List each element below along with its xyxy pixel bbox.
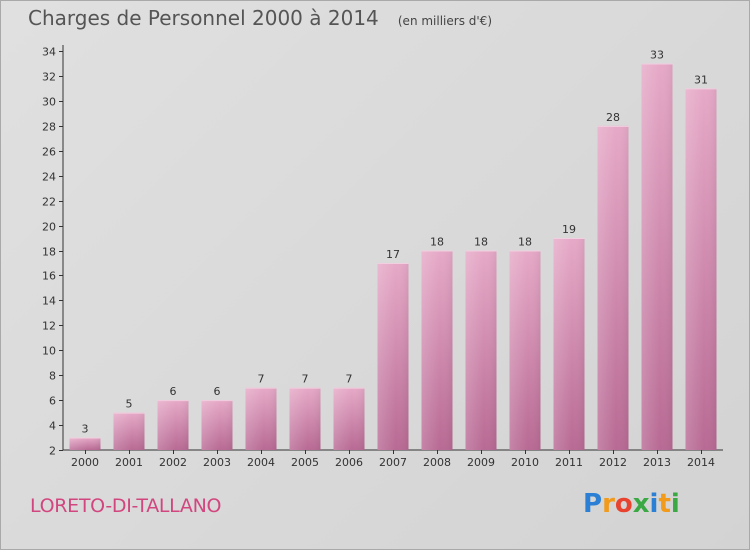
bars <box>69 63 717 450</box>
x-tick-label: 2005 <box>291 456 319 469</box>
logo-letter: o <box>614 489 633 519</box>
title-row: Charges de Personnel 2000 à 2014 (en mil… <box>28 6 492 30</box>
y-tick-label: 4 <box>49 420 56 433</box>
y-tick-label: 14 <box>42 295 56 308</box>
bar-shade-2012 <box>597 125 629 450</box>
logo-letter: x <box>632 489 650 519</box>
data-label-2009: 18 <box>474 236 488 249</box>
x-tick-label: 2006 <box>335 456 363 469</box>
y-tick-label: 10 <box>42 345 56 358</box>
y-tick-label: 20 <box>42 221 56 234</box>
proxiti-logo: Proxiti <box>583 489 680 519</box>
data-label-2001: 5 <box>126 398 133 411</box>
data-label-2013: 33 <box>650 48 664 61</box>
y-tick-label: 28 <box>42 121 56 134</box>
x-tick-label: 2002 <box>159 456 187 469</box>
logo-letter: i <box>649 489 659 519</box>
logo-letter: r <box>602 489 615 519</box>
data-label-2011: 19 <box>562 223 576 236</box>
data-label-2004: 7 <box>258 373 265 386</box>
bar-shade-2009 <box>465 250 497 450</box>
y-tick-label: 16 <box>42 270 56 283</box>
data-label-2006: 7 <box>346 373 353 386</box>
data-label-2007: 17 <box>386 248 400 261</box>
y-tick-label: 30 <box>42 96 56 109</box>
data-label-2010: 18 <box>518 236 532 249</box>
data-label-2002: 6 <box>170 385 177 398</box>
x-tick-label: 2011 <box>555 456 583 469</box>
logo-letter: i <box>670 489 680 519</box>
y-tick-label: 8 <box>49 370 56 383</box>
y-tick-label: 22 <box>42 196 56 209</box>
bar-shade-2001 <box>113 412 145 450</box>
bar-shade-2014 <box>685 88 717 450</box>
bar-shade-2002 <box>157 400 189 450</box>
y-tick-label: 12 <box>42 320 56 333</box>
data-labels: 3 5 6 6 7 7 7 17 18 18 18 19 28 33 31 <box>82 48 709 435</box>
bar-shade-2007 <box>377 262 409 450</box>
y-tick-label: 2 <box>49 445 56 458</box>
data-label-2003: 6 <box>214 385 221 398</box>
chart-title: Charges de Personnel 2000 à 2014 <box>28 6 379 30</box>
y-tick-label: 24 <box>42 171 56 184</box>
x-tick-label: 2013 <box>643 456 671 469</box>
bar-shade-2000 <box>69 437 101 450</box>
x-tick-label: 2014 <box>687 456 715 469</box>
bar-shade-2003 <box>201 400 233 450</box>
data-label-2008: 18 <box>430 236 444 249</box>
y-tick-label: 26 <box>42 146 56 159</box>
x-tick-label: 2010 <box>511 456 539 469</box>
y-tick-label: 34 <box>42 46 56 59</box>
logo-letter: t <box>658 489 671 519</box>
bar-shade-2010 <box>509 250 541 450</box>
x-tick-label: 2007 <box>379 456 407 469</box>
logo-letter: P <box>583 489 603 519</box>
data-label-2012: 28 <box>606 111 620 124</box>
bar-shade-2006 <box>333 387 365 450</box>
x-tick-label: 2001 <box>115 456 143 469</box>
y-tick-label: 32 <box>42 71 56 84</box>
bar-shade-2004 <box>245 387 277 450</box>
x-tick-label: 2012 <box>599 456 627 469</box>
x-tick-label: 2000 <box>71 456 99 469</box>
bar-shade-2011 <box>553 238 585 450</box>
data-label-2014: 31 <box>694 73 708 86</box>
x-tick-label: 2004 <box>247 456 275 469</box>
y-tick-label: 18 <box>42 246 56 259</box>
x-tick-label: 2009 <box>467 456 495 469</box>
bar-shade-2013 <box>641 63 673 450</box>
bar-shade-2005 <box>289 387 321 450</box>
y-tick-label: 6 <box>49 395 56 408</box>
chart-subtitle: (en milliers d'€) <box>397 14 492 28</box>
x-tick-label: 2008 <box>423 456 451 469</box>
x-tick-label: 2003 <box>203 456 231 469</box>
data-label-2000: 3 <box>82 423 89 436</box>
data-label-2005: 7 <box>302 373 309 386</box>
bar-shade-2008 <box>421 250 453 450</box>
location-name: LORETO-DI-TALLANO <box>30 495 222 517</box>
